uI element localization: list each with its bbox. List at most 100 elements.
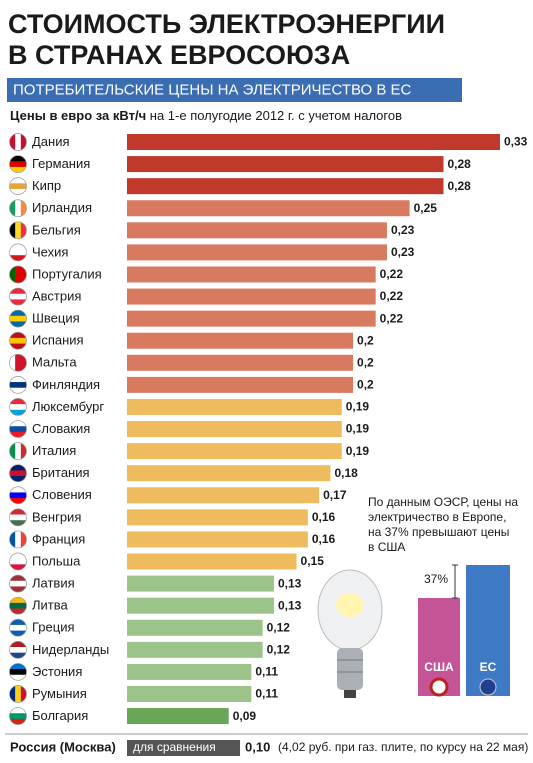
category-label: Люксембург bbox=[32, 399, 104, 414]
flag bbox=[9, 464, 27, 483]
flag-rim bbox=[9, 530, 27, 549]
flag-stripe bbox=[9, 558, 27, 565]
flag bbox=[9, 265, 27, 284]
flag-stripe bbox=[9, 420, 27, 427]
flag-stripe bbox=[9, 183, 27, 190]
flag-stripe bbox=[9, 476, 27, 482]
flag-rim bbox=[9, 618, 27, 637]
flag bbox=[9, 287, 27, 306]
bar bbox=[127, 597, 274, 614]
flag-stripe bbox=[9, 564, 27, 571]
flag-stripe bbox=[15, 133, 22, 151]
category-label: Венгрия bbox=[32, 509, 81, 524]
subtitle: ПОТРЕБИТЕЛЬСКИЕ ЦЕНЫ НА ЭЛЕКТРИЧЕСТВО В … bbox=[13, 81, 412, 98]
flag-stripe bbox=[20, 265, 27, 283]
flag-stripe bbox=[9, 243, 27, 250]
value-label: 0,2 bbox=[357, 333, 374, 347]
flag bbox=[9, 420, 27, 438]
flag bbox=[9, 177, 27, 196]
flag-stripe bbox=[9, 133, 16, 151]
category-label: Польша bbox=[32, 553, 81, 568]
flag-stripe bbox=[9, 288, 27, 295]
inset-note: на 37% превышают цены bbox=[368, 525, 509, 539]
flag-rim bbox=[9, 552, 27, 571]
flag-stripe bbox=[20, 442, 27, 460]
title-line: В СТРАНАХ ЕВРОСОЮЗА bbox=[8, 40, 350, 70]
flag-stripe bbox=[9, 442, 16, 460]
flag-rim bbox=[9, 442, 27, 460]
axis-label: Цены в евро за кВт/ч на 1-е полугодие 20… bbox=[10, 108, 402, 123]
flag bbox=[9, 530, 27, 549]
value-label: 0,11 bbox=[255, 665, 278, 679]
flag bbox=[9, 508, 27, 527]
value-label: 0,25 bbox=[414, 201, 438, 215]
value-label: 0,12 bbox=[267, 620, 291, 634]
flag-stripe bbox=[9, 464, 27, 471]
flag-rim bbox=[9, 376, 27, 394]
flag-stripe bbox=[9, 508, 27, 515]
category-label: Австрия bbox=[32, 288, 81, 303]
category-label: Литва bbox=[32, 598, 69, 613]
bar bbox=[127, 531, 308, 548]
flag-rim bbox=[9, 464, 27, 483]
comparison-note: (4,02 руб. при газ. плите, по курсу на 2… bbox=[278, 740, 528, 754]
bar bbox=[127, 465, 331, 482]
flag-stripe bbox=[9, 166, 27, 173]
flag bbox=[429, 677, 449, 697]
flag-stripe bbox=[9, 575, 27, 582]
flag-stripe bbox=[15, 199, 22, 217]
value-label: 0,22 bbox=[380, 311, 404, 325]
category-label: Швеция bbox=[32, 311, 80, 326]
flag bbox=[9, 442, 27, 460]
inset-label: США bbox=[424, 660, 454, 674]
value-label: 0,19 bbox=[346, 444, 370, 458]
flag-stripe bbox=[9, 221, 16, 239]
flag-stripe bbox=[9, 580, 27, 587]
value-label: 0,16 bbox=[312, 510, 336, 524]
bar bbox=[127, 244, 387, 261]
flag-stripe bbox=[9, 619, 27, 626]
flag-stripe bbox=[9, 431, 27, 438]
flag bbox=[9, 552, 27, 571]
value-label: 0,28 bbox=[447, 179, 471, 193]
value-label: 0,09 bbox=[233, 709, 257, 723]
flag-stripe bbox=[9, 624, 27, 631]
flag-stripe bbox=[9, 255, 27, 261]
flag bbox=[9, 199, 27, 218]
flag-stripe bbox=[9, 647, 27, 653]
flag-rim bbox=[9, 596, 27, 615]
flag-stripe bbox=[9, 343, 27, 350]
category-label: Румыния bbox=[32, 686, 87, 701]
flag-stripe bbox=[9, 520, 27, 526]
flag-stripe bbox=[20, 221, 27, 239]
flag-stripe bbox=[9, 337, 27, 344]
flag-rim bbox=[9, 508, 27, 527]
flag-stripe bbox=[9, 155, 27, 162]
flag-stripe bbox=[9, 249, 27, 256]
flag-stripe bbox=[20, 685, 27, 703]
flag-stripe bbox=[20, 354, 27, 372]
comparison-tag: для сравнения bbox=[133, 740, 216, 754]
bar bbox=[127, 310, 376, 327]
flag-stripe bbox=[9, 707, 27, 714]
bar bbox=[127, 663, 252, 680]
value-label: 0,15 bbox=[301, 554, 325, 568]
comparison-bar bbox=[127, 740, 241, 756]
bar bbox=[127, 421, 342, 438]
bar bbox=[127, 178, 444, 195]
bar bbox=[127, 686, 252, 702]
flag-stripe bbox=[9, 486, 27, 493]
flag bbox=[9, 685, 27, 703]
flag-rim bbox=[9, 265, 27, 284]
flag-stripe bbox=[9, 332, 27, 339]
value-label: 0,16 bbox=[312, 532, 336, 546]
flag-stripe bbox=[9, 553, 27, 559]
flag bbox=[9, 309, 27, 328]
flag-stripe bbox=[9, 299, 27, 306]
flag-rim bbox=[9, 420, 27, 438]
flag bbox=[9, 640, 27, 659]
category-label: Болгария bbox=[32, 708, 88, 723]
flag-stripe bbox=[9, 674, 27, 681]
category-label: Португалия bbox=[32, 266, 102, 281]
